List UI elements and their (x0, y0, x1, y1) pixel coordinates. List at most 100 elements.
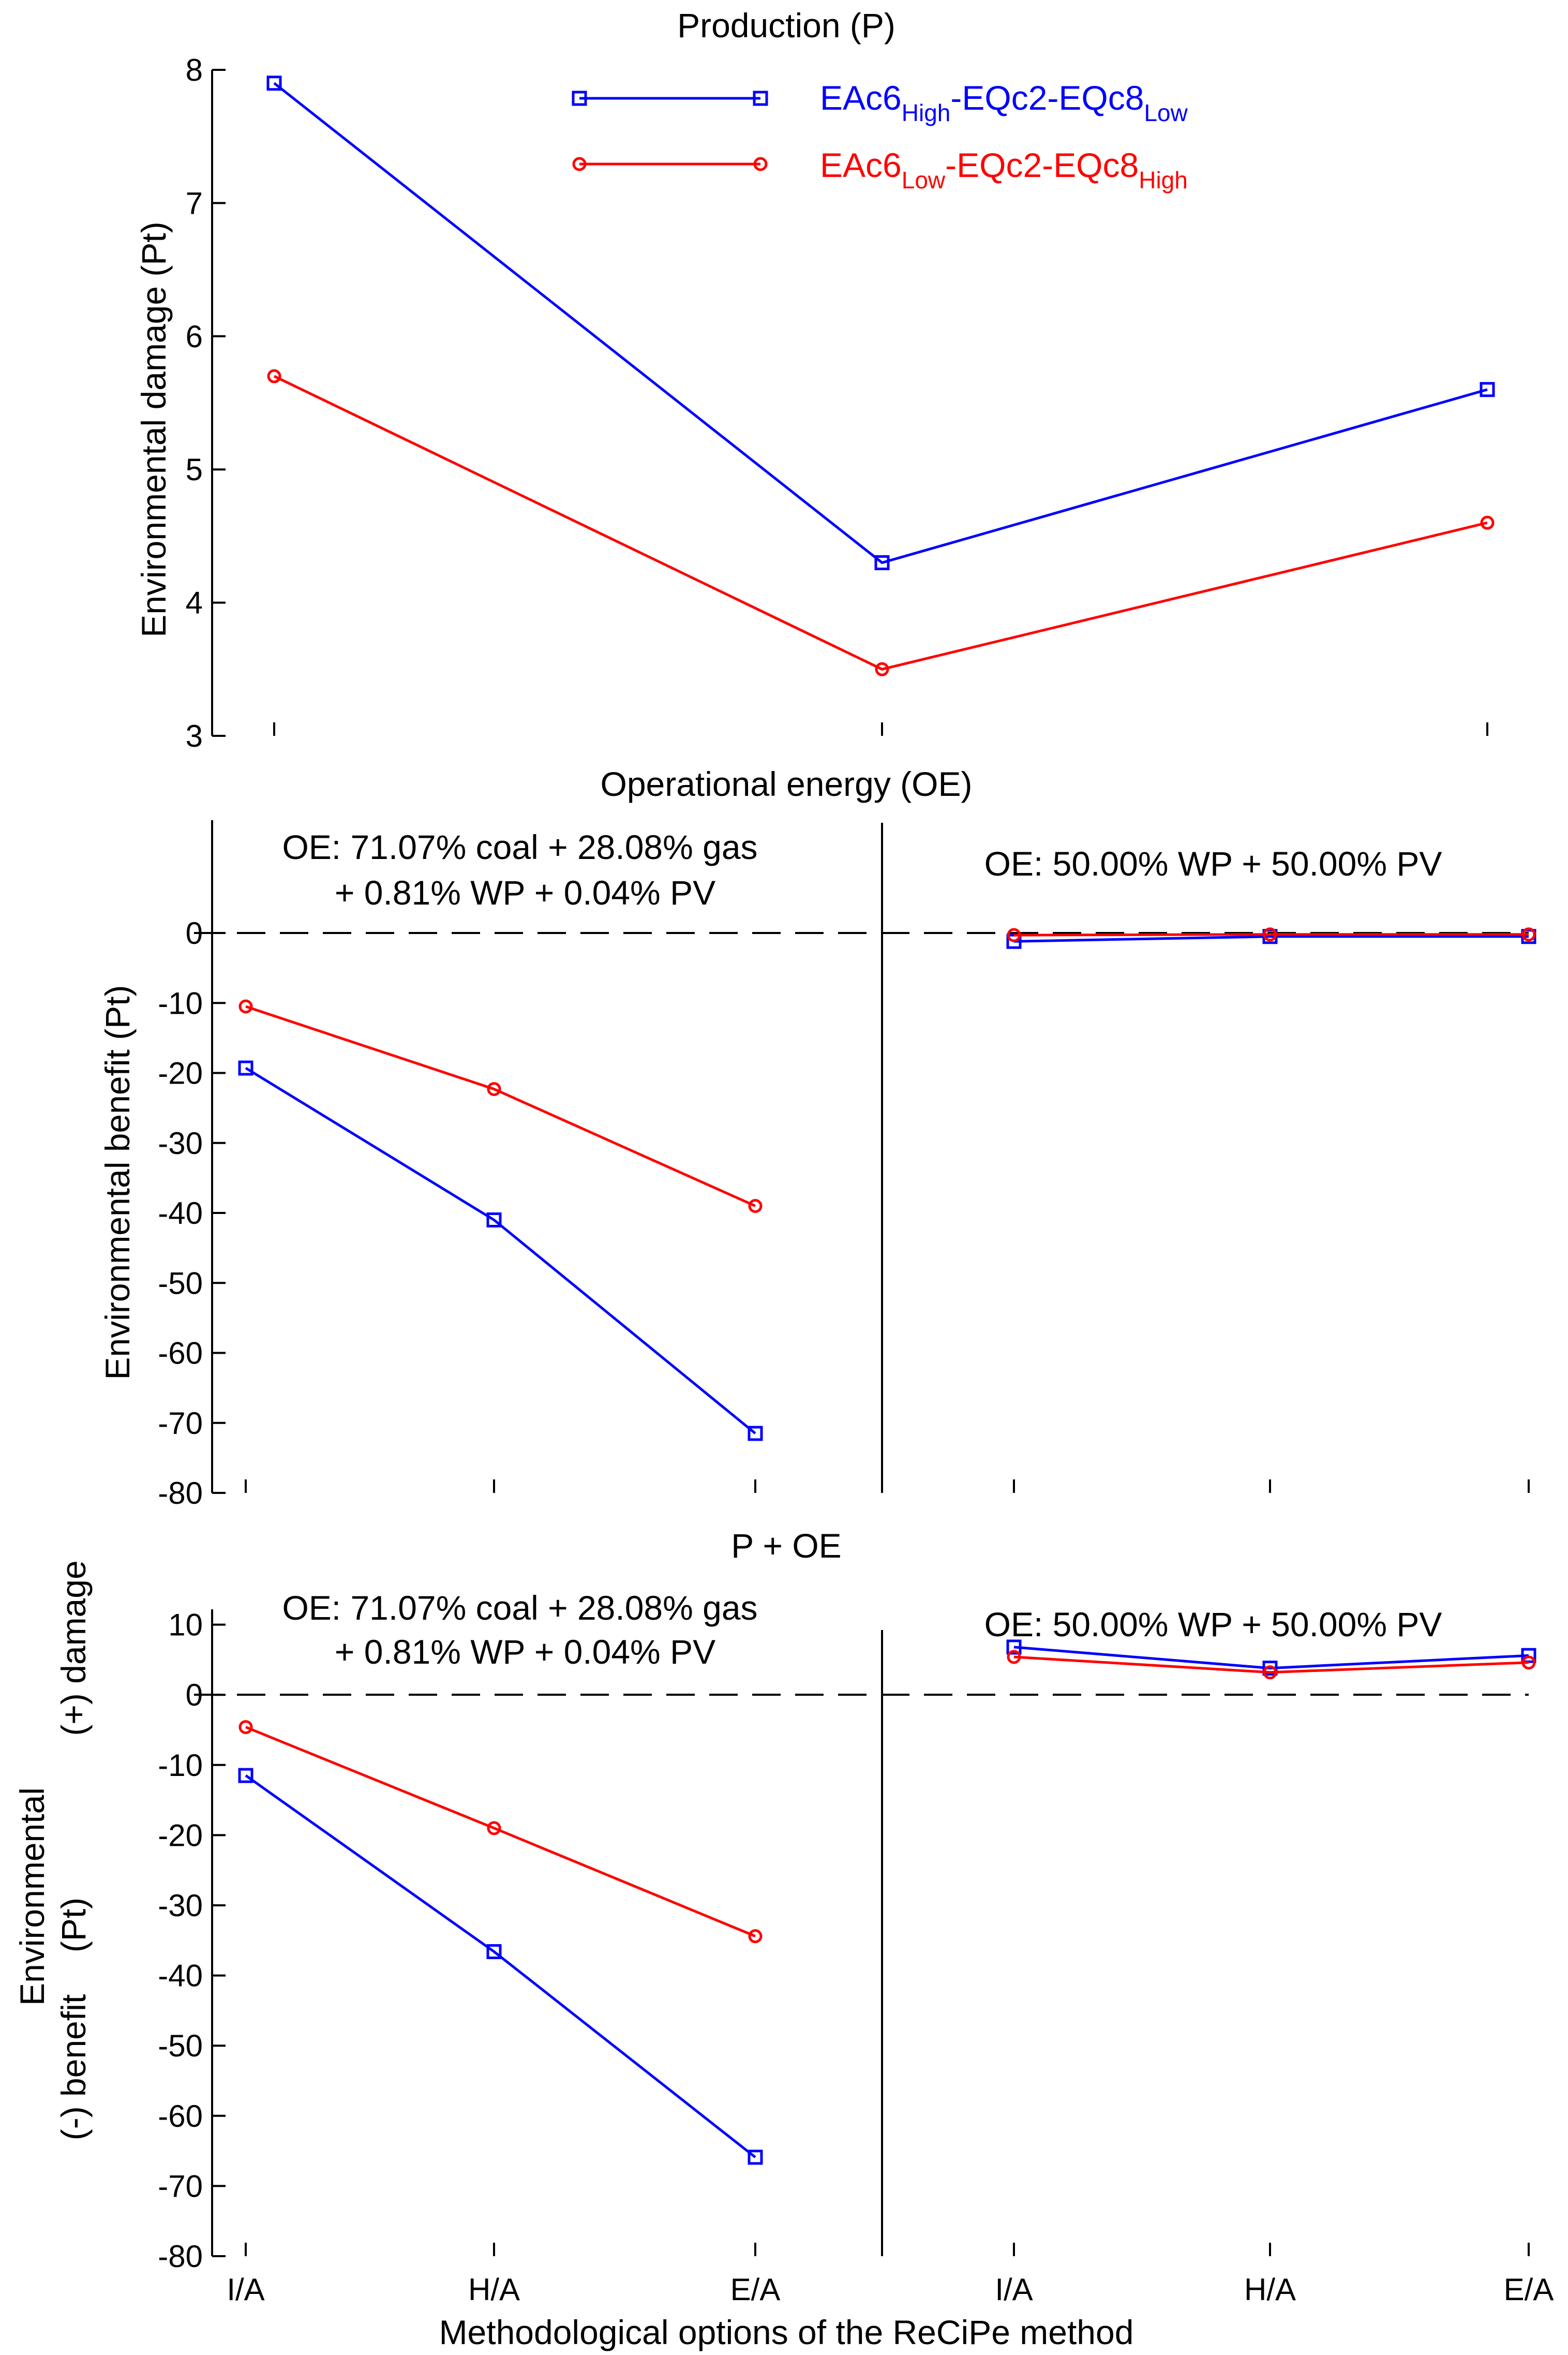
y-tick-label: 7 (186, 186, 203, 220)
panel-2-annotation-left-line1: OE: 71.07% coal + 28.08% gas (282, 828, 757, 866)
y-tick-label: 4 (186, 586, 203, 620)
panel-3-annotation-left-line1: OE: 71.07% coal + 28.08% gas (282, 1589, 757, 1627)
data-point-high (1006, 934, 1022, 949)
y-tick-label: -30 (158, 1126, 203, 1161)
series-line-high (1013, 1646, 1529, 1670)
y-tick-label: 3 (186, 719, 203, 753)
panel-production: Production (P) Environmental damage (Pt)… (135, 6, 1495, 753)
y-tick-label: -40 (158, 1196, 203, 1231)
y-tick-label: -50 (158, 1266, 203, 1300)
legend-marker-low-left (572, 157, 587, 171)
data-point-high (1521, 1648, 1536, 1663)
panel-3-ylabel-environmental: Environmental (13, 1787, 51, 2006)
data-point-low (267, 369, 281, 383)
y-tick-label: -60 (158, 2099, 203, 2134)
data-point-high (486, 1212, 502, 1228)
panel-3-ylabel-pt: (Pt) (54, 1898, 93, 1952)
data-point-high (238, 1060, 253, 1076)
panel-2-annotation-left-line2: + 0.81% WP + 0.04% PV (335, 873, 715, 912)
data-point-low (1521, 927, 1536, 942)
panel-3-ylabel-benefit: (-) benefit (54, 1994, 93, 2140)
y-tick-label: 0 (186, 1678, 203, 1712)
data-point-high (748, 1426, 763, 1441)
y-tick-label: -40 (158, 1959, 203, 1993)
panel-3-annotation-left-line2: + 0.81% WP + 0.04% PV (335, 1633, 715, 1671)
series-line-high (245, 1067, 756, 1434)
data-point-high (1006, 1639, 1022, 1655)
data-point-low (748, 1198, 763, 1213)
y-tick-label: -50 (158, 2028, 203, 2063)
y-tick-label: -70 (158, 2169, 203, 2203)
legend-marker-high-left (572, 91, 587, 106)
panel-2-ticks: -80 -70 -60 -50 -40 -30 -20 -10 0 (158, 916, 1530, 1510)
data-point-high (1480, 382, 1495, 397)
panel-3-series (238, 1639, 1536, 2165)
data-point-low (238, 999, 253, 1014)
y-tick-label: -20 (158, 1056, 203, 1091)
data-point-high (486, 1944, 502, 1959)
panel-2-series (238, 927, 1536, 1441)
panel-2-annotation-right: OE: 50.00% WP + 50.00% PV (984, 845, 1442, 883)
panel-1-ylabel: Environmental damage (Pt) (135, 221, 173, 637)
panel-3-ticks: -80 -70 -60 -50 -40 -30 -20 -10 0 10 (158, 1608, 1530, 2274)
series-line-low (1013, 1655, 1529, 1674)
series-line-high (273, 82, 1488, 565)
y-tick-label: -10 (158, 986, 203, 1020)
y-tick-label: 8 (186, 53, 203, 87)
panel-2-title: Operational energy (OE) (600, 765, 972, 803)
y-tick-label: -10 (158, 1748, 203, 1783)
y-tick-label: -60 (158, 1336, 203, 1371)
x-axis-label: Methodological options of the ReCiPe met… (439, 2313, 1134, 2351)
panel-2-ylabel: Environmental benefit (Pt) (98, 985, 137, 1380)
series-line-low (245, 1726, 756, 1938)
data-point-low (1263, 927, 1277, 942)
data-point-low (238, 1720, 253, 1735)
panel-1-title: Production (P) (677, 6, 895, 45)
panel-1-series (266, 76, 1495, 676)
y-tick-label: -20 (158, 1818, 203, 1853)
y-tick-label: -80 (158, 1476, 203, 1510)
legend-label-low: EAc6Low-EQc2-EQc8High (820, 146, 1188, 194)
data-point-high (266, 76, 282, 91)
data-point-high (1262, 1661, 1278, 1676)
data-point-low (1263, 1665, 1277, 1680)
y-tick-label: -30 (158, 1888, 203, 1923)
y-tick-label: 6 (186, 319, 203, 354)
legend-label-high: EAc6High-EQc2-EQc8Low (820, 79, 1188, 126)
y-tick-label: -70 (158, 1406, 203, 1441)
panel-1-ticks: 3 4 5 6 7 8 (186, 53, 1488, 753)
panel-3-ylabel-damage: (+) damage (54, 1560, 93, 1736)
legend-marker-high-right (753, 91, 768, 106)
x-tick-label: H/A (468, 2272, 520, 2307)
panel-p-plus-oe: P + OE Environmental (-) benefit (Pt) (+… (13, 1527, 1554, 2351)
series-line-low (273, 375, 1488, 671)
series-line-high (245, 1774, 756, 2158)
data-point-low (1521, 1655, 1536, 1670)
data-point-high (874, 555, 890, 570)
data-point-high (238, 1768, 253, 1783)
data-point-low (1007, 928, 1021, 942)
data-point-low (487, 1082, 501, 1097)
series-line-high (1013, 935, 1529, 943)
y-tick-label: 5 (186, 452, 203, 487)
series-line-low (245, 1005, 756, 1207)
panel-3-title: P + OE (731, 1527, 841, 1565)
x-tick-label: I/A (227, 2272, 264, 2307)
data-point-low (875, 662, 889, 676)
y-tick-label: 0 (186, 916, 203, 951)
x-tick-label: E/A (1504, 2272, 1554, 2307)
y-tick-label: 10 (168, 1608, 203, 1642)
x-tick-label: I/A (995, 2272, 1033, 2307)
x-tick-label: H/A (1244, 2272, 1296, 2307)
data-point-low (1480, 515, 1495, 530)
panel-3-xticklabels: I/A H/A E/A I/A H/A E/A (227, 2272, 1554, 2307)
data-point-low (487, 1821, 501, 1835)
legend: EAc6High-EQc2-EQc8Low EAc6Low-EQc2-EQc8H… (572, 79, 1188, 194)
x-tick-label: E/A (730, 2272, 781, 2307)
panel-3-annotation-right: OE: 50.00% WP + 50.00% PV (984, 1605, 1442, 1643)
legend-entry-low: EAc6Low-EQc2-EQc8High (572, 146, 1188, 194)
y-tick-label: -80 (158, 2239, 203, 2274)
panel-operational-energy: Operational energy (OE) Environmental be… (98, 765, 1536, 1510)
data-point-low (748, 1929, 763, 1944)
